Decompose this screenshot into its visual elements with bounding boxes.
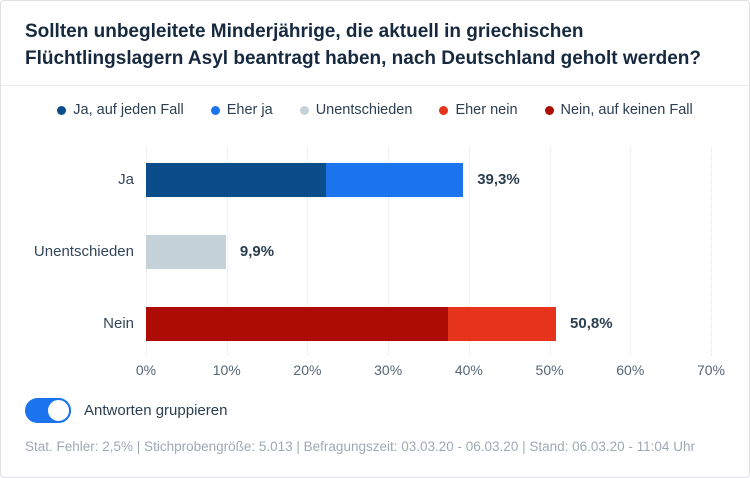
legend-dot-icon bbox=[544, 105, 554, 115]
toggle-knob-icon bbox=[46, 398, 71, 423]
stacked-bar-chart: 0% 10% 20% 30% 40% 50% 60% 70% Ja 39,3% Unentschie… bbox=[1, 148, 749, 388]
gridline bbox=[549, 148, 551, 356]
bar-value-label: 50,8% bbox=[570, 315, 613, 332]
gridline bbox=[711, 148, 712, 356]
legend-dot-icon bbox=[210, 105, 220, 115]
category-label: Nein bbox=[103, 315, 134, 332]
legend-item: Eher ja bbox=[210, 102, 273, 118]
bar-value-label: 39,3% bbox=[477, 171, 520, 188]
chart-plot-area bbox=[146, 148, 712, 356]
chart-legend: Ja, auf jeden Fall Eher ja Unentschieden Eh… bbox=[1, 102, 749, 118]
gridline bbox=[307, 148, 309, 356]
x-axis-tick-label: 70% bbox=[696, 362, 726, 378]
legend-item: Unentschieden bbox=[299, 102, 413, 118]
legend-item: Ja, auf jeden Fall bbox=[57, 102, 184, 118]
bar-segment bbox=[325, 163, 464, 197]
legend-item: Nein, auf keinen Fall bbox=[544, 102, 693, 118]
bar-value-label: 9,9% bbox=[239, 243, 275, 260]
x-axis-tick-label: 10% bbox=[212, 362, 241, 378]
survey-stats-footer: Stat. Fehler: 2,5% | Stichprobengröße: 5… bbox=[25, 439, 695, 454]
legend-item-label: Ja, auf jeden Fall bbox=[73, 102, 184, 118]
legend-dot-icon bbox=[439, 105, 449, 115]
category-label: Ja bbox=[118, 171, 134, 188]
legend-dot-icon bbox=[57, 105, 67, 115]
gridline bbox=[226, 148, 228, 356]
bar-segment bbox=[447, 307, 557, 341]
gridline bbox=[388, 148, 390, 356]
group-answers-toggle[interactable] bbox=[25, 398, 71, 423]
category-label: Unentschieden bbox=[33, 243, 134, 260]
bar-segment bbox=[146, 235, 226, 269]
legend-item-label: Unentschieden bbox=[315, 102, 413, 118]
bar-unentschieden bbox=[146, 235, 226, 269]
x-axis-tick-label: 20% bbox=[293, 362, 322, 378]
poll-question-title: Sollten unbegleitete Minderjährige, die … bbox=[25, 21, 702, 69]
x-axis-tick-label: 60% bbox=[616, 362, 645, 378]
x-axis-tick-label: 50% bbox=[535, 362, 564, 378]
x-axis-tick-label: 0% bbox=[135, 362, 157, 378]
title-divider bbox=[1, 85, 749, 86]
bar-segment bbox=[146, 163, 326, 197]
group-answers-row: Antworten gruppieren bbox=[25, 398, 227, 423]
gridline bbox=[468, 148, 470, 356]
gridline bbox=[630, 148, 632, 356]
legend-item-label: Nein, auf keinen Fall bbox=[560, 102, 693, 118]
legend-item-label: Eher nein bbox=[455, 102, 518, 118]
x-axis-tick-label: 30% bbox=[374, 362, 403, 378]
x-axis-tick-label: 40% bbox=[454, 362, 483, 378]
legend-item: Eher nein bbox=[439, 102, 518, 118]
bar-nein bbox=[146, 307, 557, 341]
legend-dot-icon bbox=[299, 105, 309, 115]
legend-item-label: Eher ja bbox=[226, 102, 273, 118]
bar-segment bbox=[146, 307, 448, 341]
bar-ja bbox=[146, 163, 464, 197]
group-answers-label: Antworten gruppieren bbox=[84, 402, 228, 419]
